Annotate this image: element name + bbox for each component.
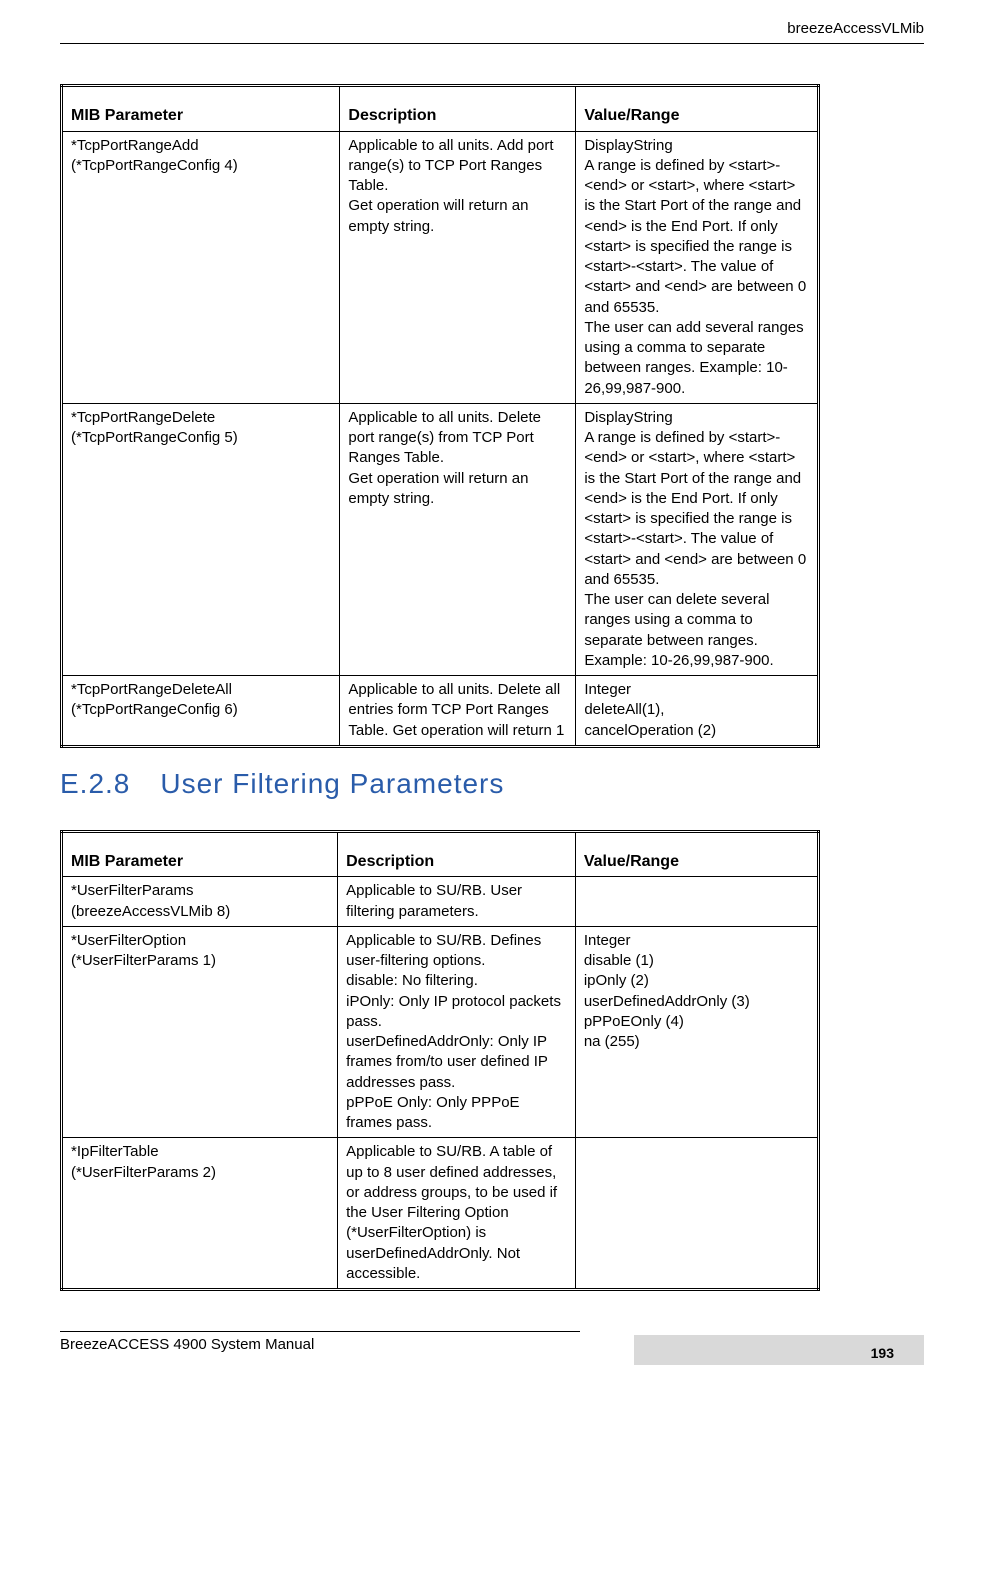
page-header: breezeAccessVLMib	[60, 20, 924, 44]
table-row: *UserFilterOption (*UserFilterParams 1)A…	[62, 926, 819, 1138]
header-title: breezeAccessVLMib	[787, 20, 924, 37]
page: breezeAccessVLMib MIB Parameter Descript…	[0, 0, 984, 1373]
table-cell: Applicable to SU/RB. A table of up to 8 …	[338, 1138, 576, 1290]
table-cell: Integer disable (1) ipOnly (2) userDefin…	[575, 926, 818, 1138]
table-cell: *UserFilterOption (*UserFilterParams 1)	[62, 926, 338, 1138]
table1-body: *TcpPortRangeAdd (*TcpPortRangeConfig 4)…	[62, 131, 819, 746]
table-cell: *TcpPortRangeDelete (*TcpPortRangeConfig…	[62, 403, 340, 675]
table-row: *TcpPortRangeAdd (*TcpPortRangeConfig 4)…	[62, 131, 819, 403]
table-cell: DisplayString A range is defined by <sta…	[576, 403, 819, 675]
table-cell	[575, 1138, 818, 1290]
table-cell: DisplayString A range is defined by <sta…	[576, 131, 819, 403]
table-cell: Applicable to SU/RB. User filtering para…	[338, 877, 576, 927]
table-row: *UserFilterParams (breezeAccessVLMib 8)A…	[62, 877, 819, 927]
mib-table-2: MIB Parameter Description Value/Range *U…	[60, 830, 820, 1291]
table-cell: *IpFilterTable (*UserFilterParams 2)	[62, 1138, 338, 1290]
table-cell: Applicable to all units. Delete all entr…	[340, 676, 576, 747]
table2-body: *UserFilterParams (breezeAccessVLMib 8)A…	[62, 877, 819, 1290]
section-title: User Filtering Parameters	[160, 768, 504, 799]
table-header-row: MIB Parameter Description Value/Range	[62, 831, 819, 877]
table-cell: Applicable to all units. Add port range(…	[340, 131, 576, 403]
table-cell: Integer deleteAll(1), cancelOperation (2…	[576, 676, 819, 747]
mib-table-1: MIB Parameter Description Value/Range *T…	[60, 84, 820, 748]
col-header-val: Value/Range	[576, 86, 819, 132]
table-row: *TcpPortRangeDelete (*TcpPortRangeConfig…	[62, 403, 819, 675]
col-header-param: MIB Parameter	[62, 86, 340, 132]
table-cell	[575, 877, 818, 927]
table-row: *TcpPortRangeDeleteAll (*TcpPortRangeCon…	[62, 676, 819, 747]
table-cell: *TcpPortRangeDeleteAll (*TcpPortRangeCon…	[62, 676, 340, 747]
section-number: E.2.8	[60, 768, 130, 799]
col-header-param: MIB Parameter	[62, 831, 338, 877]
col-header-desc: Description	[338, 831, 576, 877]
table-row: *IpFilterTable (*UserFilterParams 2)Appl…	[62, 1138, 819, 1290]
table-cell: *UserFilterParams (breezeAccessVLMib 8)	[62, 877, 338, 927]
col-header-val: Value/Range	[575, 831, 818, 877]
page-number: 193	[871, 1345, 894, 1361]
table-header-row: MIB Parameter Description Value/Range	[62, 86, 819, 132]
section-heading: E.2.8 User Filtering Parameters	[60, 768, 924, 800]
table-cell: Applicable to SU/RB. Defines user-filter…	[338, 926, 576, 1138]
table-cell: *TcpPortRangeAdd (*TcpPortRangeConfig 4)	[62, 131, 340, 403]
table-cell: Applicable to all units. Delete port ran…	[340, 403, 576, 675]
col-header-desc: Description	[340, 86, 576, 132]
